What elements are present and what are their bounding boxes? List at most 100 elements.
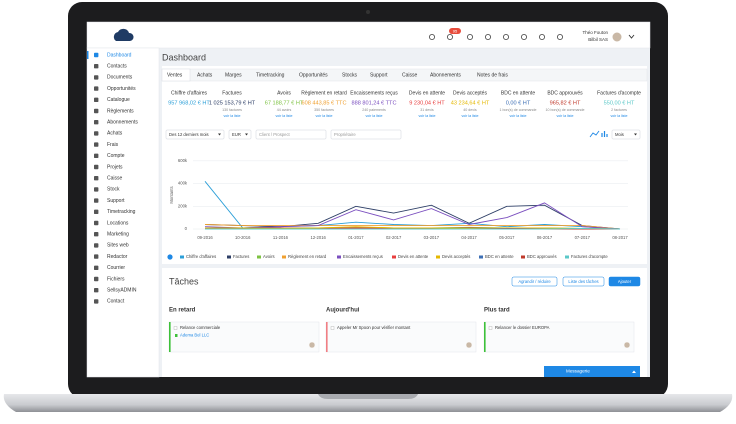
sidebar-item[interactable]: Redactor bbox=[107, 254, 128, 260]
sidebar-item[interactable]: Règlements bbox=[107, 108, 134, 114]
task-checkbox[interactable] bbox=[330, 326, 335, 330]
header-icon[interactable] bbox=[538, 33, 546, 41]
header-icon[interactable] bbox=[484, 33, 492, 41]
legend-swatch[interactable] bbox=[565, 255, 569, 259]
legend-label[interactable]: Devis en attente bbox=[398, 254, 429, 259]
kpi-link[interactable]: voir la liste bbox=[224, 114, 241, 118]
kpi-link[interactable]: voir la liste bbox=[419, 114, 436, 118]
sidebar-item[interactable]: Compte bbox=[107, 153, 125, 159]
kpi-link[interactable]: voir la liste bbox=[462, 114, 479, 118]
legend-swatch[interactable] bbox=[257, 255, 261, 259]
sidebar-item[interactable]: Locations bbox=[107, 220, 129, 226]
header-icon[interactable] bbox=[520, 33, 528, 41]
legend-label[interactable]: Chiffre d'affaires bbox=[186, 254, 216, 259]
user-menu-arrow[interactable] bbox=[628, 34, 635, 39]
kpi-count: 240 paiements bbox=[362, 108, 386, 112]
sidebar-item[interactable]: Abonnements bbox=[107, 120, 138, 126]
messenger-label[interactable]: Messagerie bbox=[566, 369, 590, 374]
task-button-label[interactable]: Ajouter bbox=[618, 279, 632, 284]
task-text[interactable]: Appeler Mr Spoon pour vérifier montant bbox=[337, 325, 411, 330]
task-button-label[interactable]: Liste des tâches bbox=[568, 279, 598, 284]
task-card[interactable] bbox=[168, 321, 320, 353]
granularity-select[interactable] bbox=[611, 129, 641, 140]
kpi-link[interactable]: voir la liste bbox=[276, 114, 293, 118]
task-checkbox[interactable] bbox=[488, 326, 493, 330]
sidebar-item[interactable]: Opportunités bbox=[107, 86, 136, 92]
task-text[interactable]: Relancer le dossier EUROPA bbox=[495, 325, 550, 330]
task-button[interactable] bbox=[511, 276, 558, 287]
task-button-label[interactable]: Agrandir / réduire bbox=[518, 279, 551, 284]
sidebar-item[interactable]: Documents bbox=[107, 75, 133, 81]
sidebar-item[interactable]: Support bbox=[107, 198, 125, 204]
kpi-link[interactable]: voir la liste bbox=[316, 114, 333, 118]
sidebar-item[interactable]: Sites web bbox=[107, 243, 129, 249]
sidebar-item[interactable]: Achats bbox=[107, 131, 123, 137]
owner-input[interactable] bbox=[330, 129, 402, 140]
sidebar-item[interactable]: Contact bbox=[107, 299, 125, 305]
sidebar-item[interactable]: Stock bbox=[107, 187, 120, 193]
legend-label[interactable]: Devis acceptés bbox=[442, 254, 470, 259]
sidebar-item[interactable]: Courrier bbox=[107, 265, 125, 271]
sidebar-item[interactable]: Frais bbox=[107, 142, 119, 148]
legend-swatch[interactable] bbox=[227, 255, 231, 259]
period-select[interactable] bbox=[165, 129, 225, 140]
legend-swatch[interactable] bbox=[180, 255, 184, 259]
kpi-link[interactable]: voir la liste bbox=[510, 114, 527, 118]
sidebar-item[interactable]: Contacts bbox=[107, 64, 127, 70]
kpi-link[interactable]: voir la liste bbox=[557, 114, 574, 118]
sidebar-item[interactable]: Fichiers bbox=[107, 276, 125, 282]
header-icon[interactable] bbox=[446, 33, 454, 41]
legend-swatch[interactable] bbox=[282, 255, 286, 259]
legend-label[interactable]: Règlement en retard bbox=[288, 254, 327, 259]
legend-label[interactable]: BDC en attente bbox=[485, 254, 514, 259]
header-icon[interactable] bbox=[428, 33, 436, 41]
legend-label[interactable]: Avoirs bbox=[263, 254, 275, 259]
legend-swatch[interactable] bbox=[479, 255, 483, 259]
bar-chart-toggle[interactable] bbox=[601, 131, 608, 137]
legend-label[interactable]: Factures bbox=[233, 254, 249, 259]
legend-swatch[interactable] bbox=[436, 255, 440, 259]
sidebar-item[interactable]: Marketing bbox=[107, 232, 129, 238]
kpi-link[interactable]: voir la liste bbox=[366, 114, 383, 118]
tasks-title: Tâches bbox=[169, 276, 199, 286]
sidebar-item[interactable]: Timetracking bbox=[107, 209, 136, 215]
legend-label[interactable]: Encaissements reçus bbox=[343, 254, 383, 259]
tab[interactable]: Marges bbox=[225, 72, 242, 78]
legend-swatch[interactable] bbox=[392, 255, 396, 259]
sidebar-item[interactable]: Caisse bbox=[107, 176, 123, 182]
header-icon[interactable] bbox=[556, 33, 564, 41]
task-card[interactable] bbox=[325, 321, 477, 353]
currency-select[interactable] bbox=[228, 129, 252, 140]
task-checkbox[interactable] bbox=[173, 326, 178, 330]
sidebar-item[interactable]: Catalogue bbox=[107, 97, 130, 103]
legend-label[interactable]: BDC approuvés bbox=[527, 254, 557, 259]
line-chart-toggle[interactable] bbox=[589, 130, 600, 138]
header-icon[interactable] bbox=[466, 33, 474, 41]
tab[interactable]: Ventes bbox=[167, 72, 183, 78]
task-company[interactable]: Adema Bel LLC bbox=[180, 333, 209, 338]
tab[interactable]: Stocks bbox=[342, 72, 358, 78]
legend-swatch[interactable] bbox=[521, 255, 525, 259]
tab[interactable]: Timetracking bbox=[256, 72, 285, 78]
sidebar-item[interactable]: Dashboard bbox=[107, 52, 132, 58]
header-icon[interactable] bbox=[502, 33, 510, 41]
tab[interactable]: Notes de frais bbox=[477, 72, 508, 78]
user-avatar[interactable] bbox=[611, 31, 623, 43]
legend-swatch[interactable] bbox=[337, 255, 341, 259]
legend-label[interactable]: Factures d'acompte bbox=[571, 254, 608, 259]
messenger-bar[interactable] bbox=[544, 366, 640, 377]
tab[interactable]: Support bbox=[370, 72, 388, 78]
sidebar-item[interactable]: Projets bbox=[107, 164, 123, 170]
task-button[interactable] bbox=[562, 276, 605, 287]
client-input[interactable] bbox=[255, 129, 327, 140]
sidebar-item[interactable]: SellsyADMIN bbox=[107, 288, 137, 294]
task-card[interactable] bbox=[483, 321, 635, 353]
task-button[interactable] bbox=[608, 276, 641, 287]
tab[interactable]: Abonnements bbox=[430, 72, 461, 78]
tab[interactable]: Opportunités bbox=[299, 72, 328, 78]
kpi-link[interactable]: voir la liste bbox=[611, 114, 628, 118]
help-icon[interactable] bbox=[167, 254, 173, 260]
tab[interactable]: Achats bbox=[197, 72, 213, 78]
task-text[interactable]: Relance commerciale bbox=[180, 325, 221, 330]
tab[interactable]: Caisse bbox=[402, 72, 418, 78]
